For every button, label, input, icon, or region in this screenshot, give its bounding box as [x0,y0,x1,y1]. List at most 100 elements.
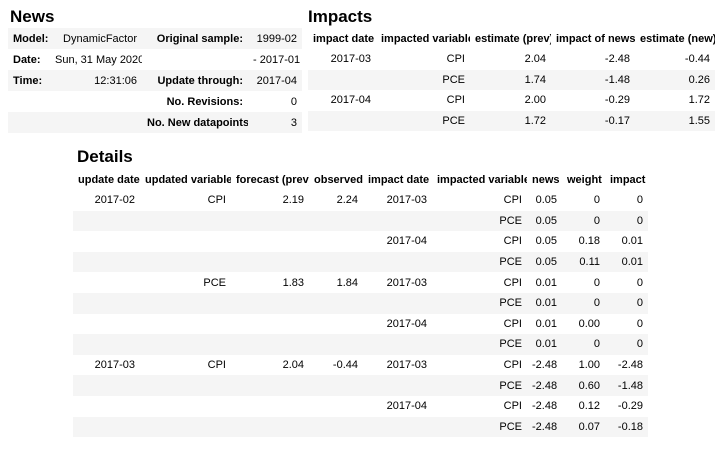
column-header: news [532,174,560,186]
cell [140,252,231,273]
details-row: PCE 0.01 0 0 [73,292,648,314]
cell: CPI [503,359,522,372]
cell: 0.05 [535,256,557,269]
cell [140,396,231,417]
cell: CPI [207,359,226,372]
field-value: - 2017-01 [253,53,301,66]
cell: 2.00 [524,94,546,107]
cell [363,293,432,314]
details-row: PCE 0.01 0 0 [73,334,648,355]
cell: CPI [207,194,226,207]
cell: 2017-02 [94,194,135,207]
cell: CPI [503,235,522,248]
column-header: impacted variable [381,33,470,45]
cell: PCE [499,214,522,227]
column-header: impacted variable [437,174,527,186]
cell: 0 [593,297,600,310]
cell [140,231,231,252]
cell: 0 [636,276,643,289]
field-value: 1999-02 [256,32,297,45]
cell: 1.84 [336,276,358,289]
cell: 1.00 [578,359,600,372]
cell: PCE [499,256,522,269]
field-value: 0 [290,95,297,108]
cell: 1.74 [524,73,546,86]
cell: 0 [593,194,600,207]
cell [231,334,309,355]
field-label: Time: [13,74,43,87]
cell: 1.83 [282,276,304,289]
cell: 2.04 [282,359,304,372]
cell: 0 [636,297,643,310]
cell: PCE [499,420,522,433]
news-row: Model: DynamicFactor Original sample: 1999-… [8,28,302,49]
cell [231,417,309,438]
field-label: Date: [13,53,41,66]
cell: -2.48 [532,420,558,433]
cell: 0.18 [578,235,600,248]
cell: 0.01 [535,338,557,351]
cell [309,375,363,396]
cell: 1.72 [524,115,546,128]
cell: 0 [593,276,600,289]
cell [140,314,231,335]
column-header: updated variable [145,174,231,186]
cell [308,70,376,91]
details-row: 2017-02 CPI 2.19 2.24 2017-03 CPI 0.05 0 0 [73,190,648,211]
cell [73,375,140,396]
column-header: impact date [313,33,375,45]
cell: 1.55 [688,115,710,128]
cell [73,211,140,232]
cell [363,375,432,396]
details-title: Details [77,147,133,166]
cell [308,111,376,132]
details-row: PCE -2.48 0.07 -0.18 [73,416,648,438]
cell: -1.48 [604,73,630,86]
cell: 0.01 [621,235,643,248]
cell: 0 [636,214,643,227]
details-row: PCE 0.05 0.11 0.01 [73,251,648,273]
field-label: No. New datapoints: [147,116,248,129]
cell [363,417,432,438]
impacts-row: PCE 1.74 -1.48 0.26 [308,69,715,91]
cell: 2017-03 [94,359,135,372]
cell [73,334,140,355]
details-row: 2017-04 CPI 0.01 0.00 0 [73,314,648,335]
cell: 2017-03 [386,276,427,289]
news-title: News [10,7,55,26]
cell [73,314,140,335]
cell: PCE [499,379,522,392]
cell: 0.05 [535,235,557,248]
cell [73,231,140,252]
cell: -1.48 [617,379,643,392]
news-row: Time: 12:31:06 Update through: 2017-04 [8,70,302,91]
column-header: estimate (new) [640,33,715,45]
cell [140,211,231,232]
cell [231,314,309,335]
cell: 2.19 [282,194,304,207]
column-header: impact of news [556,33,635,45]
cell [231,375,309,396]
cell: 0.00 [578,317,600,330]
cell [309,396,363,417]
cell: 2017-04 [386,400,427,413]
impacts-row: PCE 1.72 -0.17 1.55 [308,110,715,132]
cell: 2017-03 [330,53,371,66]
field-value: 2017-04 [256,74,297,87]
field-label [142,49,248,70]
cell: 2017-04 [386,317,427,330]
cell [231,211,309,232]
field-label: Original sample: [156,32,243,45]
cell [231,231,309,252]
cell [309,334,363,355]
cell [140,375,231,396]
news-row: No. New datapoints: 3 [8,112,302,133]
column-header: impact date [368,174,430,186]
cell [140,417,231,438]
field-value: Sun, 31 May 2020 [55,53,142,66]
impacts-table: impact date impacted variable estimate (pr… [308,29,715,132]
cell: 0.07 [578,420,600,433]
cell: 0.60 [578,379,600,392]
cell [309,252,363,273]
